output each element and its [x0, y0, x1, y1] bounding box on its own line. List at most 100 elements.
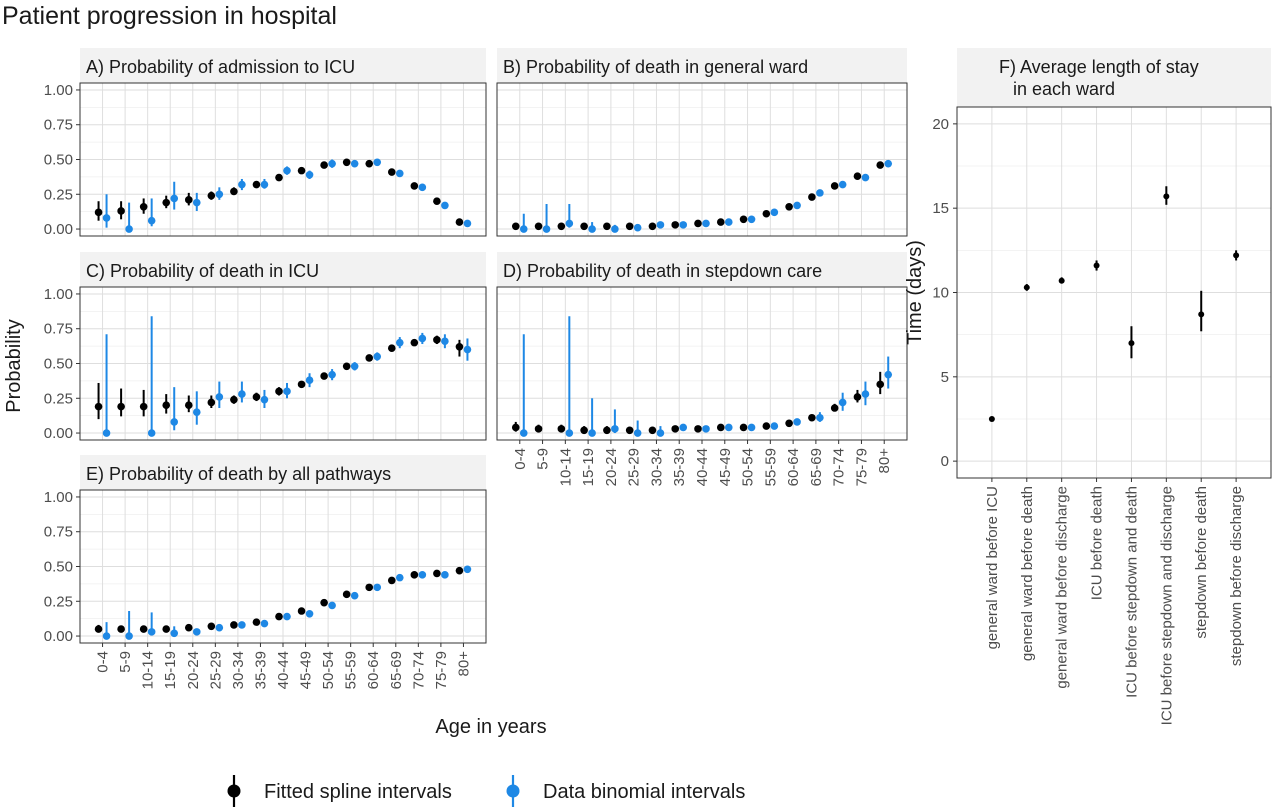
- data-point: [770, 422, 779, 430]
- data-point: [671, 221, 680, 229]
- data-point: [511, 222, 520, 231]
- data-point: [328, 370, 336, 379]
- panel-strip: [497, 48, 907, 83]
- plot-border: [956, 106, 1272, 479]
- data-point: [633, 429, 642, 437]
- data-point: [679, 423, 688, 432]
- data-point: [1233, 252, 1240, 259]
- data-point: [762, 422, 771, 430]
- data-point: [463, 345, 472, 354]
- y-tick-label: 0.25: [44, 390, 73, 407]
- data-point: [184, 623, 193, 632]
- data-point: [876, 161, 885, 169]
- data-point: [542, 225, 551, 233]
- data-point: [147, 216, 156, 225]
- data-point: [762, 209, 771, 218]
- y-tick-label: 0.75: [44, 321, 73, 338]
- data-point: [283, 166, 291, 175]
- y-tick-label: 1.00: [44, 82, 73, 99]
- x-tick-label: 40-44: [694, 448, 711, 486]
- y-tick-label: 0.75: [44, 117, 73, 134]
- data-point: [808, 193, 816, 201]
- series-fitted: [94, 158, 464, 226]
- series-fitted: [511, 161, 885, 231]
- data-point: [716, 423, 725, 432]
- y-tick-label: 1.00: [44, 286, 73, 303]
- data-point: [184, 401, 193, 410]
- figure-title: Patient progression in hospital: [2, 2, 337, 30]
- y-tick-label: 5: [941, 369, 949, 386]
- x-tick-label: 15-19: [162, 651, 179, 689]
- data-point: [455, 218, 464, 226]
- data-point: [679, 221, 688, 229]
- panel-d: D) Probability of death in stepdown care…: [496, 252, 908, 486]
- panel-title: E) Probability of death by all pathways: [86, 464, 391, 484]
- plot-border: [79, 489, 487, 644]
- x-tick-label: 40-44: [275, 651, 292, 689]
- x-tick-label: 65-69: [808, 448, 825, 486]
- y-tick-label: 15: [932, 200, 949, 217]
- data-point: [580, 426, 588, 435]
- data-point: [162, 198, 171, 207]
- series-data: [519, 159, 893, 233]
- x-tick-label: ICU before stepdown and death: [1123, 486, 1140, 698]
- data-point: [785, 202, 793, 211]
- data-point: [625, 222, 634, 231]
- legend-item: Fitted spline intervals: [227, 775, 452, 807]
- data-point: [1023, 284, 1030, 291]
- y-tick-label: 0.50: [44, 559, 73, 576]
- panel-c: C) Probability of death in ICU 0.00 0.25 0.…: [44, 252, 487, 442]
- data-point: [365, 159, 374, 168]
- data-point: [94, 208, 103, 217]
- data-point: [1163, 193, 1170, 200]
- x-tick-label: 55-59: [343, 651, 360, 689]
- panel-strip: [957, 48, 1271, 107]
- data-point: [139, 202, 148, 211]
- plot-border: [496, 82, 908, 237]
- data-point: [1198, 311, 1205, 318]
- data-point: [184, 196, 193, 204]
- data-point: [328, 159, 336, 168]
- x-tick-label: 10-14: [557, 448, 574, 486]
- data-point: [230, 395, 238, 404]
- data-point: [830, 182, 839, 190]
- data-point: [207, 191, 216, 200]
- x-tick-label: 5-9: [535, 448, 552, 470]
- panel-title: F) Average length of stay in each ward: [999, 57, 1199, 99]
- data-point: [283, 612, 291, 621]
- x-tick-label: 30-34: [230, 651, 247, 689]
- data-point: [611, 425, 619, 433]
- data-point: [192, 408, 201, 416]
- legend-key-point: [506, 784, 520, 798]
- data-point: [207, 398, 216, 407]
- data-point: [305, 376, 314, 384]
- data-point: [260, 180, 269, 189]
- data-point: [694, 425, 702, 433]
- data-point: [342, 590, 351, 599]
- legend-key-point: [227, 784, 241, 798]
- data-point: [283, 387, 291, 396]
- legend-label: Fitted spline intervals: [264, 781, 452, 803]
- data-point: [648, 426, 657, 435]
- data-point: [770, 208, 779, 217]
- data-point: [534, 222, 543, 231]
- panel-title: B) Probability of death in general ward: [503, 57, 808, 77]
- y-axis-label: Time (days): [904, 240, 926, 345]
- x-tick-label: 55-59: [762, 448, 779, 486]
- x-tick-label: 50-54: [740, 448, 757, 486]
- x-tick-label: general ward before death: [1019, 486, 1036, 661]
- data-point: [853, 172, 862, 180]
- data-point: [785, 419, 793, 428]
- data-point: [455, 343, 464, 351]
- x-tick-label: 45-49: [298, 651, 315, 689]
- data-point: [716, 218, 725, 226]
- series-fitted: [94, 335, 464, 420]
- series-fitted: [511, 371, 885, 435]
- x-tick-label: 75-79: [433, 651, 450, 689]
- data-point: [739, 423, 748, 432]
- data-point: [463, 219, 472, 228]
- x-tick-label: 60-64: [785, 448, 802, 486]
- data-point: [441, 201, 449, 210]
- y-tick-label: 0.25: [44, 186, 73, 203]
